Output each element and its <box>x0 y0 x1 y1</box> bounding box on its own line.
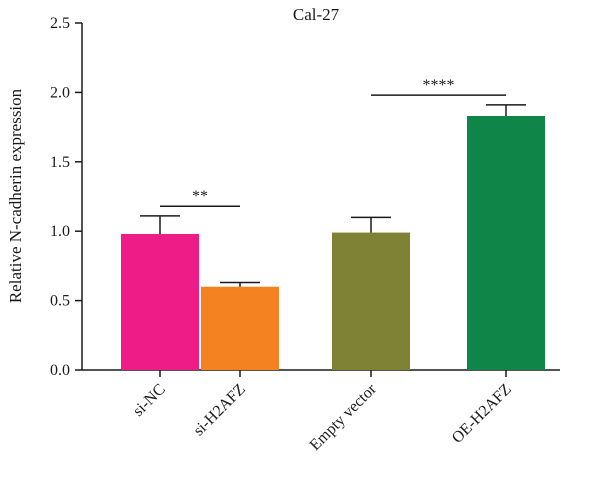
y-axis-label: Relative N-cadherin expression <box>6 88 25 303</box>
y-tick-label: 2.5 <box>50 15 70 32</box>
x-tick-label: Empty vector <box>307 380 381 454</box>
y-tick-label: 1.5 <box>50 154 70 171</box>
x-tick-label: OE-H2AFZ <box>449 381 515 447</box>
y-tick-label: 2.0 <box>50 84 70 101</box>
chart-title: Cal-27 <box>293 5 340 24</box>
y-tick-label: 0.5 <box>50 293 70 310</box>
bar-oe-h2afz <box>467 116 545 370</box>
bar-empty-vector <box>332 233 410 370</box>
bar-si-h2afz <box>201 287 279 370</box>
x-tick-label: si-NC <box>130 381 169 420</box>
significance-label: ** <box>192 188 208 205</box>
significance-label: **** <box>423 77 455 94</box>
x-tick-label: si-H2AFZ <box>190 381 249 440</box>
y-tick-label: 0.0 <box>50 362 70 379</box>
bar-si-nc <box>121 234 199 370</box>
y-tick-label: 1.0 <box>50 223 70 240</box>
